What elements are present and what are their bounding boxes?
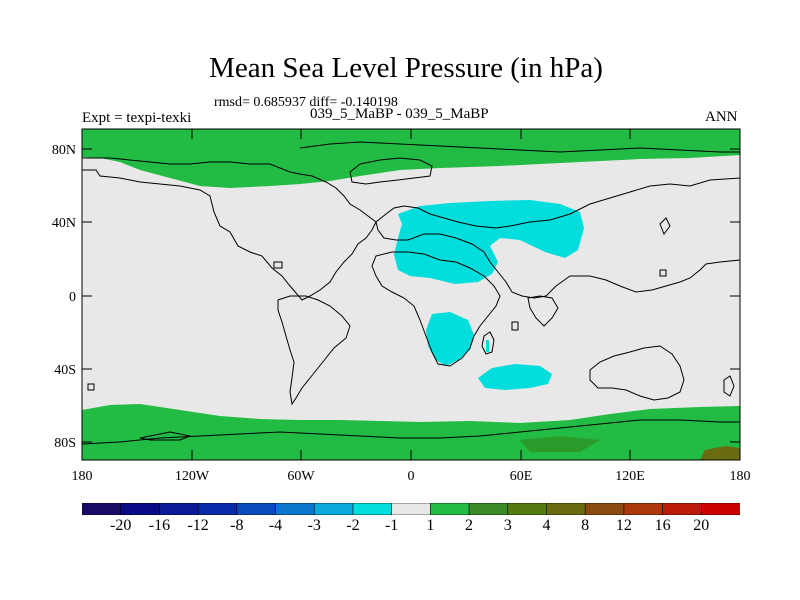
colorbar-label: 8 [581,517,590,534]
x-tick-label: 0 [408,469,415,484]
colorbar-label: -4 [268,517,283,534]
colorbar-swatch [468,503,509,515]
colorbar-label: -20 [110,517,132,534]
negative-anomaly-south-indian [478,364,552,390]
positive-anomaly-south-mid [520,436,600,452]
x-tick-label: 60W [287,469,315,484]
coast-japan [659,217,671,236]
season-label: ANN [705,109,738,125]
colorbar-label: -2 [346,517,360,534]
x-tick-label: 60E [510,469,533,484]
y-tick-label: 40S [54,363,76,378]
map-background [82,129,740,460]
x-tick-label: 180 [730,469,751,484]
positive-anomaly-south-dark [700,446,740,460]
colorbar-label: 4 [542,517,551,534]
colorbar-label: 2 [465,517,474,534]
coast-south-america [277,295,351,406]
negative-anomaly-small [486,340,489,352]
coast-antarctic-peninsula [139,431,192,441]
colorbar-label: 16 [654,517,671,534]
axis-ticks [81,129,741,460]
coast-greenland [349,157,433,185]
colorbar-label: 1 [426,517,435,534]
runs-label: 039_5_MaBP - 039_5_MaBP [310,106,489,122]
colorbar-swatch [662,503,703,515]
stats-text: rmsd= 0.685937 diff= -0.140198 [214,95,398,110]
colorbar-swatch [197,503,238,515]
coastlines [81,141,741,445]
colorbar-label: -16 [148,517,171,534]
colorbar-label: -3 [307,517,321,534]
colorbar-swatch [623,503,664,515]
colorbar-label: 12 [615,517,632,534]
negative-anomaly-africa [426,312,474,366]
colorbar-swatch [391,503,432,515]
colorbar-label: 3 [503,517,512,534]
coast-india [527,295,559,327]
coast-north-america [82,157,377,301]
y-tick-label: 80N [52,143,76,158]
chart-title: Mean Sea Level Pressure (in hPa) [209,52,603,84]
coast-small-islands [87,261,667,391]
coast-nz [723,375,735,397]
coast-arctic-islands [299,141,740,153]
x-tick-label: 180 [72,469,93,484]
colorbar-swatch [120,503,161,515]
colorbar-swatch [352,503,393,515]
colorbar-swatch [159,503,199,515]
experiment-label: Expt = texpi-texki [82,110,192,126]
colorbar-swatch [236,503,277,515]
y-tick-label: 40N [52,216,76,231]
colorbar-swatch [546,503,586,515]
coast-europe-asia [375,177,741,299]
coast-antarctica [81,419,740,445]
colorbar-swatch [700,503,740,515]
coast-madagascar [481,331,495,355]
colorbar-swatch [275,503,316,515]
colorbar-swatch [313,503,354,515]
coast-africa [371,251,501,367]
y-tick-label: 0 [69,290,76,305]
colorbar-label: 20 [693,517,710,534]
positive-anomaly-north-band [82,129,740,188]
colorbar-swatch [430,503,470,515]
colorbar-label: -8 [230,517,244,534]
colorbar-swatch [584,503,625,515]
colorbar-swatch [507,503,548,515]
x-tick-label: 120W [175,469,210,484]
colorbar-label: -1 [384,517,399,534]
colorbar [82,503,740,515]
colorbar-label: -12 [187,517,209,534]
colorbar-swatch [82,503,122,515]
coast-australia [589,345,685,401]
x-tick-label: 120E [615,469,645,484]
y-tick-label: 80S [54,436,76,451]
